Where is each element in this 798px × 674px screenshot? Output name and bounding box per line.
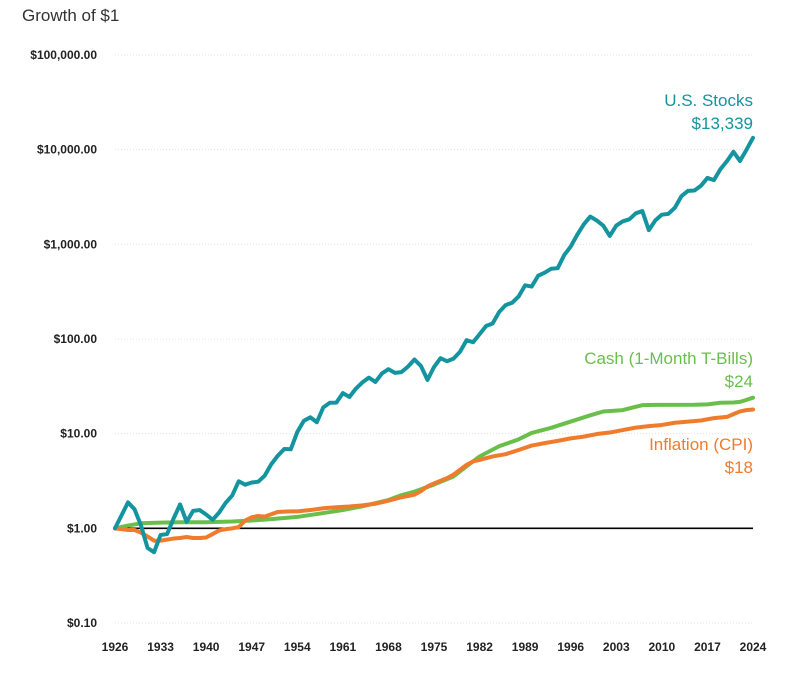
x-tick-label: 1926 <box>102 640 129 654</box>
cash-name-label: Cash (1-Month T-Bills) <box>584 349 753 368</box>
y-tick-label: $0.10 <box>67 616 97 630</box>
x-tick-label: 1975 <box>421 640 448 654</box>
x-tick-label: 1961 <box>330 640 357 654</box>
x-tick-label: 1933 <box>147 640 174 654</box>
x-axis-ticks: 1926 1933 1940 1947 1954 1961 1968 1975 1982 1989… <box>102 640 767 654</box>
gridlines <box>115 54 753 624</box>
x-tick-label: 1968 <box>375 640 402 654</box>
y-tick-label: $10.00 <box>60 427 97 441</box>
x-tick-label: 2010 <box>649 640 676 654</box>
inflation-line <box>113 407 755 543</box>
cash-line <box>113 395 755 531</box>
inflation-value-label: $18 <box>725 458 753 477</box>
x-tick-label: 1982 <box>466 640 493 654</box>
x-tick-label: 1940 <box>193 640 220 654</box>
series-lines <box>113 135 755 555</box>
stocks-line <box>113 135 755 555</box>
chart-title: Growth of $1 <box>22 6 120 25</box>
y-axis-ticks: $0.10 $1.00 $10.00 $100.00 $1,000.00 $10,000.… <box>30 48 97 630</box>
y-tick-label: $10,000.00 <box>37 143 97 157</box>
y-tick-label: $100.00 <box>54 332 98 346</box>
x-tick-label: 2024 <box>740 640 767 654</box>
cash-value-label: $24 <box>725 372 753 391</box>
y-tick-label: $1.00 <box>67 521 97 535</box>
x-tick-label: 1996 <box>557 640 584 654</box>
stocks-value-label: $13,339 <box>692 114 753 133</box>
x-tick-label: 2017 <box>694 640 721 654</box>
x-tick-label: 2003 <box>603 640 630 654</box>
inflation-name-label: Inflation (CPI) <box>649 435 753 454</box>
stocks-name-label: U.S. Stocks <box>664 91 753 110</box>
y-tick-label: $1,000.00 <box>44 237 98 251</box>
x-tick-label: 1954 <box>284 640 311 654</box>
x-tick-label: 1989 <box>512 640 539 654</box>
y-tick-label: $100,000.00 <box>30 48 97 62</box>
series-end-labels: U.S. Stocks $13,339 Cash (1-Month T-Bills)… <box>584 91 753 477</box>
x-tick-label: 1947 <box>238 640 265 654</box>
